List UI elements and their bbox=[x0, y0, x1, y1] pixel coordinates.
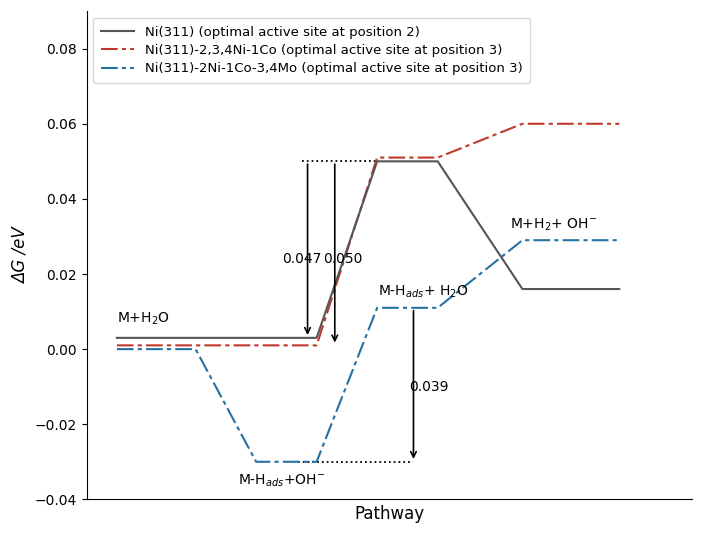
Ni(311) (optimal active site at position 2) bbox=[373, 158, 381, 164]
Ni(311)-2,3,4Ni-1Co (optimal active site at position 3) bbox=[373, 154, 381, 161]
Y-axis label: ΔG /eV: ΔG /eV bbox=[11, 227, 29, 284]
Text: 0.039: 0.039 bbox=[409, 380, 449, 394]
Ni(311)-2,3,4Ni-1Co (optimal active site at position 3) bbox=[191, 342, 200, 349]
Ni(311)-2,3,4Ni-1Co (optimal active site at position 3) bbox=[518, 121, 527, 127]
Ni(311) (optimal active site at position 2) bbox=[373, 158, 381, 164]
Ni(311)-2,3,4Ni-1Co (optimal active site at position 3) bbox=[615, 121, 624, 127]
Ni(311)-2,3,4Ni-1Co (optimal active site at position 3) bbox=[312, 342, 321, 349]
Ni(311)-2Ni-1Co-3,4Mo (optimal active site at position 3) bbox=[615, 237, 624, 244]
Text: M+H$_2$+ OH$^{-}$: M+H$_2$+ OH$^{-}$ bbox=[510, 216, 598, 233]
X-axis label: Pathway: Pathway bbox=[354, 505, 425, 523]
Text: M+H$_2$O: M+H$_2$O bbox=[117, 310, 170, 327]
Ni(311)-2,3,4Ni-1Co (optimal active site at position 3) bbox=[373, 154, 381, 161]
Ni(311)-2,3,4Ni-1Co (optimal active site at position 3) bbox=[434, 154, 442, 161]
Ni(311)-2Ni-1Co-3,4Mo (optimal active site at position 3) bbox=[252, 459, 260, 465]
Ni(311) (optimal active site at position 2) bbox=[518, 286, 527, 292]
Ni(311) (optimal active site at position 2) bbox=[252, 335, 260, 341]
Ni(311) (optimal active site at position 2) bbox=[312, 335, 321, 341]
Ni(311)-2Ni-1Co-3,4Mo (optimal active site at position 3) bbox=[191, 346, 200, 352]
Text: 0.047: 0.047 bbox=[282, 252, 321, 266]
Ni(311)-2,3,4Ni-1Co (optimal active site at position 3) bbox=[112, 342, 121, 349]
Ni(311)-2Ni-1Co-3,4Mo (optimal active site at position 3) bbox=[112, 346, 121, 352]
Ni(311) (optimal active site at position 2) bbox=[434, 158, 442, 164]
Ni(311)-2Ni-1Co-3,4Mo (optimal active site at position 3) bbox=[312, 459, 321, 465]
Text: M-H$_{ads}$+ H$_2$O: M-H$_{ads}$+ H$_2$O bbox=[378, 284, 469, 300]
Ni(311)-2Ni-1Co-3,4Mo (optimal active site at position 3) bbox=[312, 459, 321, 465]
Ni(311)-2,3,4Ni-1Co (optimal active site at position 3) bbox=[312, 342, 321, 349]
Ni(311) (optimal active site at position 2) bbox=[615, 286, 624, 292]
Line: Ni(311)-2,3,4Ni-1Co (optimal active site at position 3): Ni(311)-2,3,4Ni-1Co (optimal active site… bbox=[117, 124, 619, 345]
Ni(311)-2Ni-1Co-3,4Mo (optimal active site at position 3) bbox=[191, 346, 200, 352]
Ni(311)-2Ni-1Co-3,4Mo (optimal active site at position 3) bbox=[373, 304, 381, 311]
Ni(311) (optimal active site at position 2) bbox=[112, 335, 121, 341]
Ni(311) (optimal active site at position 2) bbox=[434, 158, 442, 164]
Ni(311) (optimal active site at position 2) bbox=[252, 335, 260, 341]
Ni(311)-2,3,4Ni-1Co (optimal active site at position 3) bbox=[252, 342, 260, 349]
Ni(311) (optimal active site at position 2) bbox=[312, 335, 321, 341]
Line: Ni(311) (optimal active site at position 2): Ni(311) (optimal active site at position… bbox=[117, 161, 619, 338]
Ni(311) (optimal active site at position 2) bbox=[518, 286, 527, 292]
Text: M-H$_{ads}$+OH$^{-}$: M-H$_{ads}$+OH$^{-}$ bbox=[238, 473, 325, 490]
Ni(311)-2Ni-1Co-3,4Mo (optimal active site at position 3) bbox=[434, 304, 442, 311]
Ni(311)-2Ni-1Co-3,4Mo (optimal active site at position 3) bbox=[518, 237, 527, 244]
Ni(311) (optimal active site at position 2) bbox=[191, 335, 200, 341]
Ni(311)-2,3,4Ni-1Co (optimal active site at position 3) bbox=[434, 154, 442, 161]
Ni(311)-2Ni-1Co-3,4Mo (optimal active site at position 3) bbox=[434, 304, 442, 311]
Text: 0.050: 0.050 bbox=[323, 252, 362, 266]
Ni(311)-2,3,4Ni-1Co (optimal active site at position 3) bbox=[252, 342, 260, 349]
Ni(311) (optimal active site at position 2) bbox=[191, 335, 200, 341]
Ni(311)-2Ni-1Co-3,4Mo (optimal active site at position 3) bbox=[252, 459, 260, 465]
Ni(311)-2Ni-1Co-3,4Mo (optimal active site at position 3) bbox=[373, 304, 381, 311]
Line: Ni(311)-2Ni-1Co-3,4Mo (optimal active site at position 3): Ni(311)-2Ni-1Co-3,4Mo (optimal active si… bbox=[117, 240, 619, 462]
Ni(311)-2,3,4Ni-1Co (optimal active site at position 3) bbox=[518, 121, 527, 127]
Legend: Ni(311) (optimal active site at position 2), Ni(311)-2,3,4Ni-1Co (optimal active: Ni(311) (optimal active site at position… bbox=[93, 18, 530, 83]
Ni(311)-2Ni-1Co-3,4Mo (optimal active site at position 3) bbox=[518, 237, 527, 244]
Ni(311)-2,3,4Ni-1Co (optimal active site at position 3) bbox=[191, 342, 200, 349]
